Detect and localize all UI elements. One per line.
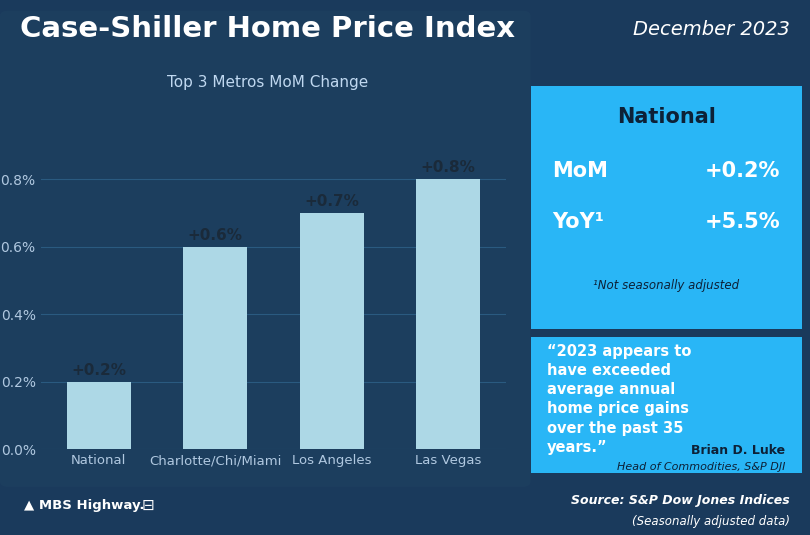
Text: Top 3 Metros MoM Change: Top 3 Metros MoM Change	[167, 75, 368, 90]
Text: +5.5%: +5.5%	[705, 212, 780, 232]
Text: ▲ MBS Highway.: ▲ MBS Highway.	[24, 499, 145, 512]
Text: YoY¹: YoY¹	[552, 212, 604, 232]
Text: +0.6%: +0.6%	[188, 227, 243, 242]
Text: +0.2%: +0.2%	[71, 363, 126, 378]
Bar	[183, 247, 247, 449]
Text: December 2023: December 2023	[633, 20, 790, 39]
Text: ¹Not seasonally adjusted: ¹Not seasonally adjusted	[593, 279, 740, 292]
Text: Head of Commodities, S&P DJI: Head of Commodities, S&P DJI	[617, 462, 786, 472]
Text: +0.8%: +0.8%	[420, 160, 475, 175]
Text: MoM: MoM	[552, 161, 608, 181]
Bar	[300, 213, 364, 449]
Text: Brian D. Luke: Brian D. Luke	[692, 444, 786, 457]
Text: Case-Shiller Home Price Index: Case-Shiller Home Price Index	[20, 16, 515, 43]
Text: ⊟: ⊟	[142, 498, 155, 513]
Text: Source: S&P Dow Jones Indices: Source: S&P Dow Jones Indices	[571, 494, 790, 507]
Text: +0.2%: +0.2%	[705, 161, 780, 181]
Bar	[66, 382, 130, 449]
Text: “2023 appears to
have exceeded
average annual
home price gains
over the past 35
: “2023 appears to have exceeded average a…	[547, 344, 691, 455]
Bar	[416, 179, 480, 449]
Text: +0.7%: +0.7%	[305, 194, 359, 209]
Text: (Seasonally adjusted data): (Seasonally adjusted data)	[632, 515, 790, 528]
Text: National: National	[616, 107, 716, 127]
